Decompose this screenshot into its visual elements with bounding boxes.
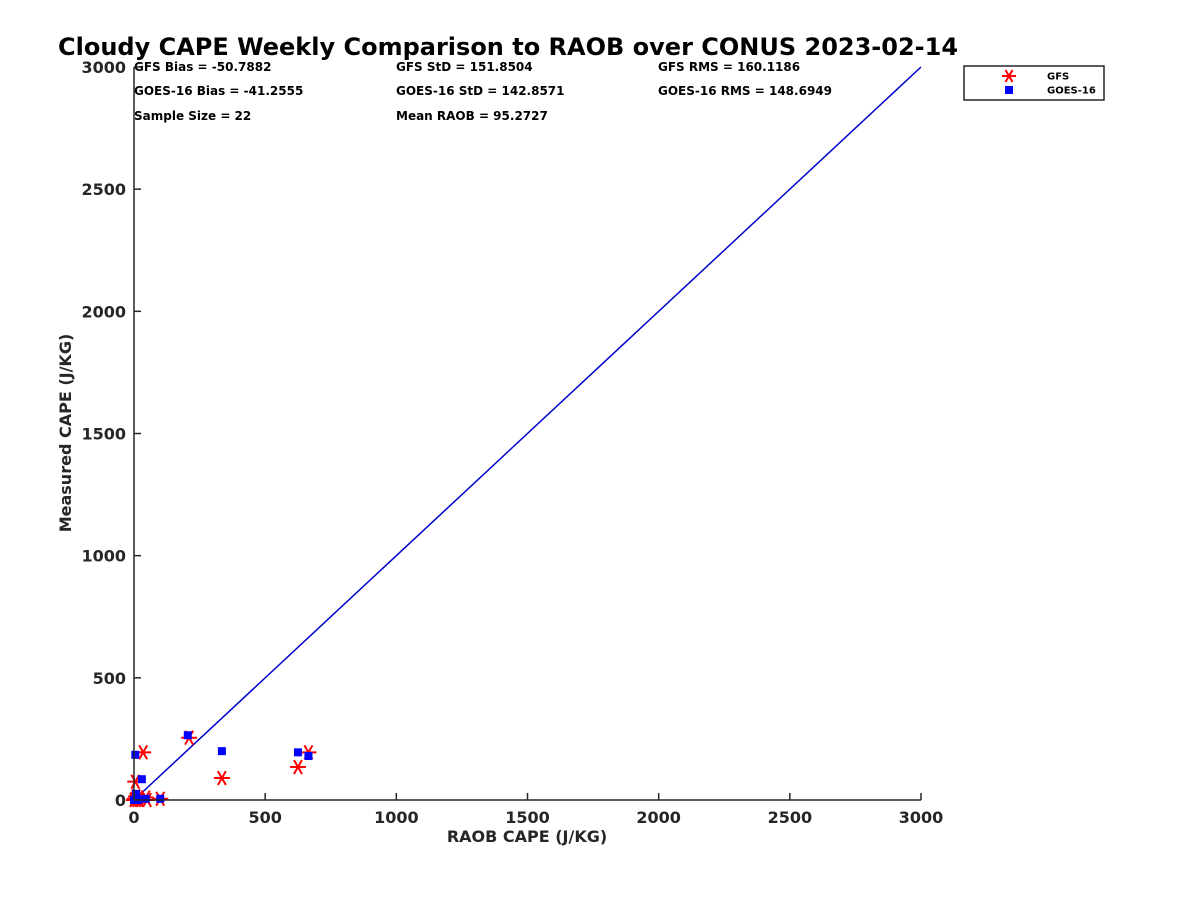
x-tick-label: 0 — [128, 808, 139, 827]
legend-marker — [1002, 69, 1016, 83]
stat-text: GFS StD = 151.8504 — [396, 60, 533, 74]
asterisk-stroke — [293, 759, 303, 775]
legend-box — [963, 65, 1105, 101]
stat-text: GOES-16 Bias = -41.2555 — [134, 84, 303, 98]
x-tick-label: 500 — [248, 808, 281, 827]
x-axis-label: RAOB CAPE (J/KG) — [447, 827, 607, 846]
stat-text: GOES-16 StD = 142.8571 — [396, 84, 565, 98]
y-axis-label: Measured CAPE (J/KG) — [56, 334, 75, 533]
y-tick-label: 1500 — [81, 425, 126, 444]
asterisk-stroke — [217, 770, 227, 786]
data-point — [304, 752, 313, 761]
data-point — [137, 775, 146, 784]
legend-item-gfs: GFS — [1002, 69, 1069, 83]
data-point — [293, 748, 302, 757]
stat-text: GFS RMS = 160.1186 — [658, 60, 800, 74]
legend-item-goes-16: GOES-16 — [1005, 86, 1096, 97]
asterisk-stroke — [1004, 69, 1014, 83]
data-point — [141, 794, 150, 803]
x-tick-label: 1000 — [374, 808, 419, 827]
stat-text: GFS Bias = -50.7882 — [134, 60, 271, 74]
stats-annotations: GFS Bias = -50.7882 GFS StD = 151.8504 GFS… — [134, 60, 832, 123]
legend-marker — [1005, 86, 1013, 94]
legend-label: GOES-16 — [1047, 86, 1096, 97]
y-tick-label: 2000 — [81, 302, 126, 321]
y-tick-label: 2500 — [81, 180, 126, 199]
data-point — [183, 731, 192, 740]
axis-ticks: 0 500 1000 1500 2000 2500 3000 0 500 1000 1500 2000… — [81, 58, 943, 827]
data-point — [132, 789, 141, 798]
axes: 0 500 1000 1500 2000 2500 3000 0 500 1000 1500 2000… — [81, 58, 943, 827]
legend: GFS GOES-16 — [963, 65, 1105, 101]
legend-items: GFS GOES-16 — [1002, 69, 1096, 97]
x-tick-label: 2000 — [636, 808, 681, 827]
legend-label: GFS — [1047, 72, 1069, 83]
one-to-one-reference-line — [133, 66, 922, 801]
data-point — [156, 794, 165, 803]
x-tick-label: 1500 — [505, 808, 550, 827]
chart-title: Cloudy CAPE Weekly Comparison to RAOB ov… — [58, 33, 958, 61]
data-point — [131, 750, 140, 759]
stat-text: GOES-16 RMS = 148.6949 — [658, 84, 832, 98]
y-tick-label: 1000 — [81, 547, 126, 566]
data-point — [213, 770, 230, 786]
x-tick-label: 3000 — [899, 808, 944, 827]
asterisk-stroke — [138, 744, 149, 760]
stat-text: Sample Size = 22 — [134, 109, 251, 123]
stat-text: Mean RAOB = 95.2727 — [396, 109, 548, 123]
x-tick-label: 2500 — [768, 808, 813, 827]
y-tick-label: 0 — [115, 791, 126, 810]
y-tick-label: 500 — [93, 669, 126, 688]
data-point — [289, 759, 306, 775]
data-point — [217, 747, 226, 756]
y-tick-label: 3000 — [81, 58, 126, 77]
